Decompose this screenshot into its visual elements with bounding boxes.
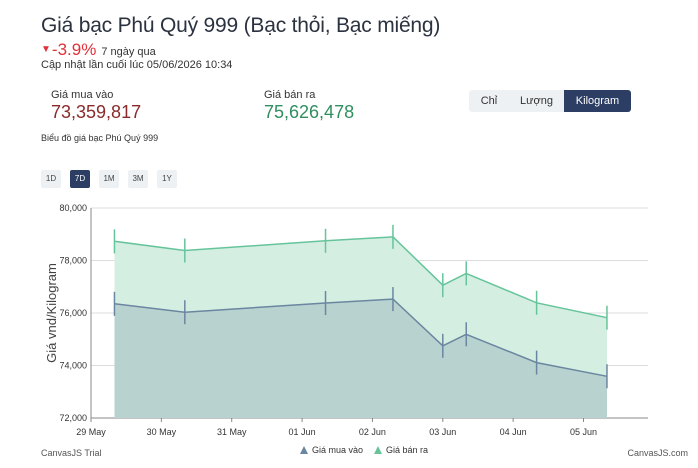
buy-price-label: Giá mua vào <box>51 89 114 101</box>
y-tick-label: 78,000 <box>59 256 87 266</box>
range-tab-7d[interactable]: 7D <box>70 170 90 188</box>
x-tick-label: 30 May <box>147 427 177 437</box>
sell-price-label: Giá bán ra <box>264 89 316 101</box>
y-tick-label: 76,000 <box>59 308 87 318</box>
buy-series-area <box>114 299 607 418</box>
unit-tab-chi[interactable]: Chỉ <box>469 90 509 112</box>
range-tab-3m[interactable]: 3M <box>128 170 148 188</box>
price-chart: 72,000 74,000 76,000 78,000 80,000 Giá vnd/Ki… <box>44 203 648 455</box>
range-tab-1m[interactable]: 1M <box>99 170 119 188</box>
y-tick-label: 72,000 <box>59 413 87 423</box>
canvasjs-trial-label: CanvasJS Trial <box>41 448 102 458</box>
x-tick-label: 03 Jun <box>429 427 456 437</box>
unit-tab-luong[interactable]: Lượng <box>509 90 564 112</box>
y-axis-title: Giá vnd/Kilogram <box>44 263 59 363</box>
y-tick-label: 74,000 <box>59 361 87 371</box>
x-tick-label: 05 Jun <box>570 427 597 437</box>
range-selector: 1D 7D 1M 3M 1Y <box>41 170 177 188</box>
change-percent: -3.9% <box>51 40 97 59</box>
unit-selector: Chỉ Lượng Kilogram <box>469 90 631 112</box>
sell-legend-label: Giá bán ra <box>386 445 428 455</box>
buy-legend-marker <box>300 446 308 454</box>
canvasjs-credit: CanvasJS.com <box>627 448 688 458</box>
chart-caption: Biểu đồ giá bạc Phú Quý 999 <box>41 133 159 143</box>
sell-price-value: 75,626,478 <box>264 102 355 122</box>
page-title: Giá bạc Phú Quý 999 (Bạc thỏi, Bạc miếng… <box>41 14 441 37</box>
x-tick-label: 02 Jun <box>359 427 386 437</box>
x-tick-label: 01 Jun <box>289 427 316 437</box>
y-tick-label: 80,000 <box>59 203 87 213</box>
range-tab-1y[interactable]: 1Y <box>157 170 177 188</box>
x-tick-label: 31 May <box>217 427 247 437</box>
unit-tab-kilogram[interactable]: Kilogram <box>564 90 631 112</box>
range-tab-1d[interactable]: 1D <box>41 170 61 188</box>
change-period: 7 ngày qua <box>101 46 156 58</box>
buy-price-value: 73,359,817 <box>51 102 142 122</box>
sell-legend-marker <box>374 446 382 454</box>
x-tick-label: 04 Jun <box>500 427 527 437</box>
buy-legend-label: Giá mua vào <box>312 445 363 455</box>
down-triangle-icon: ▼ <box>41 44 51 55</box>
price-change: ▼ -3.9% 7 ngày qua <box>41 40 156 60</box>
sell-series-line <box>114 236 608 319</box>
x-tick-label: 29 May <box>76 427 106 437</box>
last-updated: Cập nhật lần cuối lúc 05/06/2026 10:34 <box>41 59 233 71</box>
buy-series-line <box>114 298 608 378</box>
